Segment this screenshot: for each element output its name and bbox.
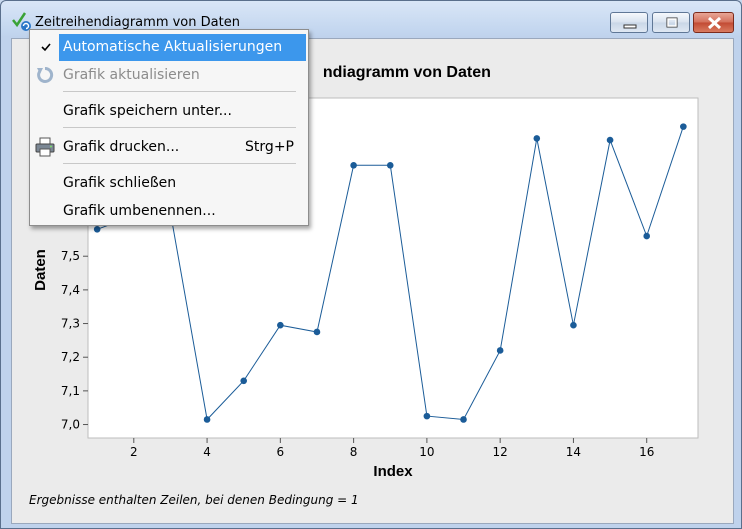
data-point (240, 377, 248, 385)
printer-icon (35, 137, 55, 157)
menu-separator (63, 163, 296, 164)
y-tick-label: 7,1 (61, 384, 80, 398)
data-point (643, 232, 651, 240)
menu-item-shortcut: Strg+P (245, 139, 294, 155)
refresh-icon (37, 66, 54, 83)
y-axis-label: Daten (32, 249, 49, 291)
menu-highlight (59, 34, 306, 61)
data-point (680, 123, 687, 130)
data-point (423, 412, 431, 420)
data-point (313, 328, 321, 336)
data-point (93, 225, 101, 233)
context-menu: Automatische Aktualisierungen Grafik akt… (29, 29, 309, 226)
footnote: Ergebnisse enthalten Zeilen, bei denen B… (29, 493, 359, 507)
x-tick-label: 12 (493, 445, 508, 459)
menu-item-automatic-updates[interactable]: Automatische Aktualisierungen (30, 33, 308, 61)
y-tick-label: 7,2 (61, 350, 80, 364)
menu-item-close-graph[interactable]: Grafik schließen (30, 169, 308, 197)
checkmark-icon (41, 43, 51, 52)
menu-separator (63, 127, 296, 128)
close-icon (707, 16, 722, 30)
y-tick-label: 7,0 (61, 418, 80, 432)
minimize-icon (623, 24, 637, 29)
menu-item-print-graph[interactable]: Grafik drucken... Strg+P (30, 133, 308, 161)
data-point (606, 136, 614, 144)
title-bar[interactable]: Zeitreihendiagramm von Daten (1, 1, 741, 37)
menu-item-label: Grafik speichern unter... (63, 103, 232, 119)
y-tick-label: 7,4 (61, 283, 80, 297)
x-tick-label: 2 (130, 445, 138, 459)
minimize-button[interactable] (610, 12, 648, 33)
y-tick-label: 7,5 (61, 249, 80, 263)
data-point (277, 321, 284, 329)
menu-separator (63, 91, 296, 92)
data-point (533, 135, 541, 142)
menu-item-label: Grafik schließen (63, 175, 177, 191)
data-point (350, 162, 357, 169)
close-button[interactable] (693, 12, 734, 33)
chart-title: Zeitreihendiagramm von Daten (12, 64, 735, 82)
x-tick-label: 10 (419, 445, 434, 459)
x-tick-label: 4 (203, 445, 211, 459)
x-tick-label: 8 (350, 445, 358, 459)
data-point (203, 416, 211, 423)
chart-title-visible: ndiagramm von Daten (322, 64, 491, 81)
data-point (386, 162, 394, 169)
x-axis-label: Index (373, 463, 413, 480)
graph-app-icon (12, 12, 31, 31)
x-tick-label: 16 (639, 445, 654, 459)
menu-item-save-graph-as[interactable]: Grafik speichern unter... (30, 97, 308, 125)
x-tick-label: 6 (277, 445, 285, 459)
data-point (570, 321, 577, 329)
menu-item-label: Grafik umbenennen... (63, 203, 216, 219)
menu-item-rename-graph[interactable]: Grafik umbenennen... (30, 197, 308, 225)
data-point (460, 416, 467, 423)
maximize-icon (666, 17, 678, 28)
y-tick-label: 7,3 (61, 317, 80, 331)
window-title: Zeitreihendiagramm von Daten (35, 15, 240, 30)
data-point (496, 347, 504, 354)
x-tick-label: 14 (566, 445, 581, 459)
menu-item-label: Grafik drucken... (63, 139, 180, 155)
menu-item-label: Grafik aktualisieren (63, 67, 200, 83)
menu-item-refresh-graph[interactable]: Grafik aktualisieren (30, 61, 308, 89)
menu-item-label: Automatische Aktualisierungen (63, 39, 283, 55)
maximize-button[interactable] (652, 12, 690, 33)
